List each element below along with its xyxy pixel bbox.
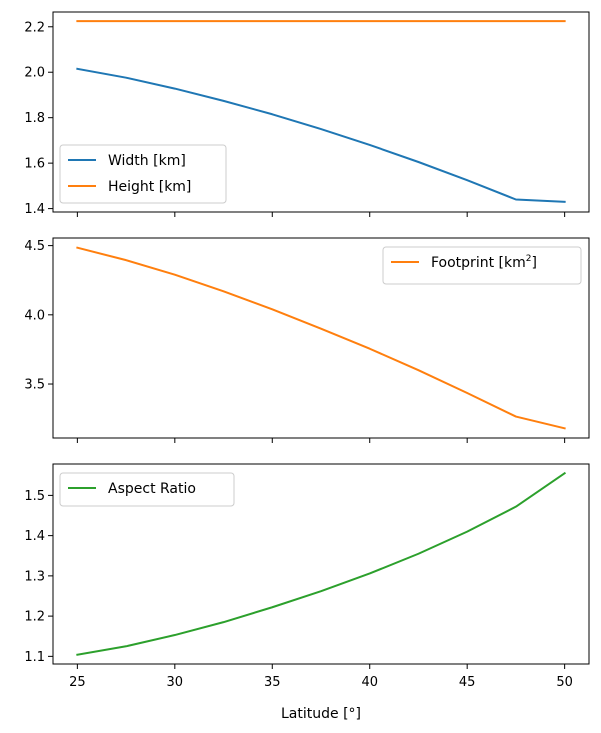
y-tick-label-2-4: 1.5 <box>24 489 45 504</box>
y-tick-label-0-3: 2.0 <box>24 66 45 81</box>
legend-box <box>59 472 235 507</box>
series-line-1-0 <box>76 246 566 430</box>
y-tick-label-0-0: 1.4 <box>24 202 45 217</box>
y-tick-label-0-4: 2.2 <box>24 20 45 35</box>
legend-box <box>382 246 582 285</box>
y-tick-label-0-2: 1.8 <box>24 111 45 126</box>
x-tick-label-2: 35 <box>264 675 281 690</box>
panel-width-height: 1.4 1.6 1.8 2.0 2.2 Width [km] Height [km] <box>24 11 590 217</box>
y-tick-label-1-0: 3.5 <box>24 378 45 393</box>
y-tick-label-0-1: 1.6 <box>24 157 45 172</box>
axes-frame <box>52 237 590 439</box>
legend-box <box>59 144 227 204</box>
axes-frame <box>52 463 590 665</box>
legend-label-0-0: Width [km] <box>108 153 186 169</box>
y-tick-label-2-1: 1.2 <box>24 610 45 625</box>
legend: Aspect Ratio <box>59 472 235 507</box>
y-tick-label-2-2: 1.3 <box>24 569 45 584</box>
x-axis-label: Latitude [°] <box>281 706 361 722</box>
legend: Width [km] Height [km] <box>59 144 227 204</box>
x-tick-label-4: 45 <box>459 675 476 690</box>
legend: Footprint [km2] <box>382 246 582 285</box>
x-tick-label-3: 40 <box>361 675 378 690</box>
series-line-2-0 <box>76 471 567 656</box>
panel-footprint: 3.5 4.0 4.5 Footprint [km2] <box>24 237 590 443</box>
y-tick-label-1-1: 4.0 <box>24 308 45 323</box>
legend-label-1-0: Footprint [km2] <box>431 254 537 271</box>
legend-label-2-0: Aspect Ratio <box>108 481 196 497</box>
series-line-0-0 <box>76 67 566 203</box>
y-tick-label-2-3: 1.4 <box>24 529 45 544</box>
x-tick-label-1: 30 <box>167 675 184 690</box>
panel-aspect-ratio: 1.1 1.2 1.3 1.4 1.5 25 30 35 40 45 50 Latitude [°] A… <box>24 463 590 722</box>
x-tick-label-5: 50 <box>556 675 573 690</box>
x-tick-label-0: 25 <box>69 675 86 690</box>
axes-frame <box>52 11 590 213</box>
y-tick-label-1-2: 4.5 <box>24 239 45 254</box>
legend-label-0-1: Height [km] <box>108 179 191 195</box>
y-tick-label-2-0: 1.1 <box>24 650 45 665</box>
